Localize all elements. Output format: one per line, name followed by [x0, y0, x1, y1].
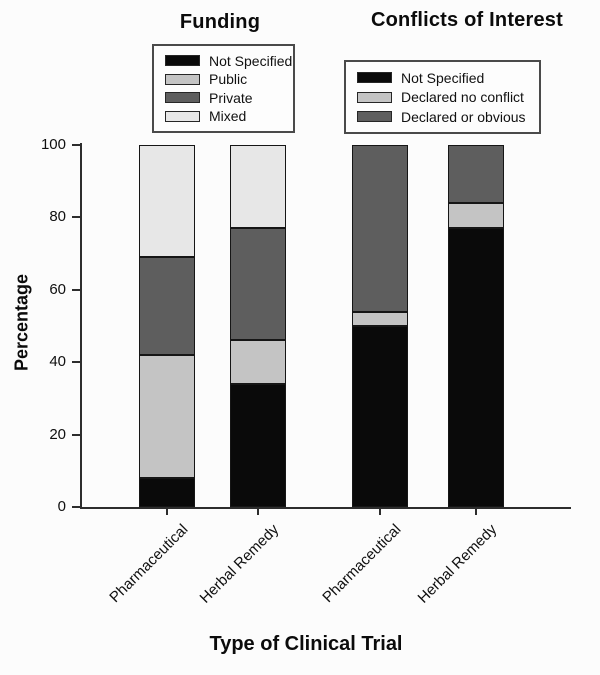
- y-axis-line: [80, 143, 82, 509]
- conflicts-legend: Not Specified Declared no conflict Declare…: [344, 60, 541, 134]
- x-axis-tick: [379, 509, 381, 515]
- legend-swatch-not-specified: [165, 55, 200, 67]
- legend-label: Declared no conflict: [401, 89, 524, 105]
- funding-group-title: Funding: [179, 11, 261, 33]
- y-tick-label: 60: [49, 280, 66, 298]
- bar-segment-mixed: [230, 145, 286, 229]
- bar-segment-not-specified: [139, 478, 195, 507]
- conflicts-group-title: Conflicts of Interest: [371, 9, 563, 31]
- x-axis-tick: [166, 509, 168, 515]
- y-axis-tick: [72, 216, 80, 219]
- legend-label: Public: [209, 71, 248, 88]
- bar-segment-declared-no-conflict: [448, 202, 504, 229]
- legend-label: Mixed: [209, 108, 247, 125]
- x-category-label: Pharmaceutical: [318, 521, 405, 607]
- y-axis-tick: [72, 288, 80, 291]
- bar-segment-not-specified: [352, 326, 408, 507]
- legend-item-not-specified: Not Specified: [165, 53, 292, 69]
- legend-swatch-declared-or-obvious: [357, 111, 392, 122]
- x-category-label: Herbal Remedy: [196, 521, 283, 607]
- bar-segment-declared-or-obvious: [448, 145, 504, 203]
- x-axis-tick: [257, 509, 259, 515]
- y-tick-label: 20: [49, 425, 66, 443]
- legend-item-declared-or-obvious: Declared or obvious: [357, 109, 533, 125]
- legend-label: Declared or obvious: [401, 108, 526, 125]
- x-axis-title: Type of Clinical Trial: [209, 633, 403, 655]
- bar-segment-not-specified: [230, 383, 286, 507]
- y-axis-tick: [72, 361, 80, 364]
- bar-segment-declared-no-conflict: [352, 311, 408, 326]
- y-axis-tick: [72, 144, 80, 146]
- legend-swatch-public: [165, 73, 200, 85]
- bar-segment-public: [230, 340, 286, 384]
- bar-segment-mixed: [139, 145, 195, 258]
- x-category-label: Pharmaceutical: [105, 521, 192, 607]
- bar-segment-declared-or-obvious: [352, 145, 408, 312]
- x-category-label: Herbal Remedy: [414, 521, 501, 607]
- legend-item-private: Private: [165, 90, 287, 106]
- legend-item-public: Public: [165, 71, 287, 87]
- y-tick-label: 80: [49, 208, 66, 226]
- bar-segment-private: [139, 257, 195, 355]
- legend-swatch-not-specified: [357, 72, 392, 83]
- legend-swatch-declared-no-conflict: [357, 91, 392, 103]
- legend-item-declared-no-conflict: Declared no conflict: [357, 89, 533, 105]
- y-tick-label: 40: [49, 353, 66, 371]
- bar-segment-not-specified: [448, 228, 504, 507]
- y-axis-tick: [72, 433, 80, 436]
- y-axis-tick: [72, 506, 80, 508]
- bar-segment-private: [230, 228, 286, 341]
- x-axis-line: [80, 507, 571, 509]
- legend-label: Not Specified: [209, 52, 293, 69]
- legend-label: Not Specified: [401, 69, 485, 86]
- legend-swatch-mixed: [165, 110, 200, 122]
- legend-item-not-specified: Not Specified: [357, 70, 533, 86]
- x-axis-tick: [475, 509, 477, 515]
- legend-item-mixed: Mixed: [165, 108, 287, 124]
- legend-swatch-private: [165, 92, 200, 104]
- bar-segment-public: [139, 354, 195, 479]
- funding-legend: Not Specified Public Private Mixed: [152, 44, 295, 133]
- legend-label: Private: [209, 89, 253, 106]
- y-tick-label: 0: [57, 498, 66, 515]
- y-tick-label: 100: [40, 136, 66, 153]
